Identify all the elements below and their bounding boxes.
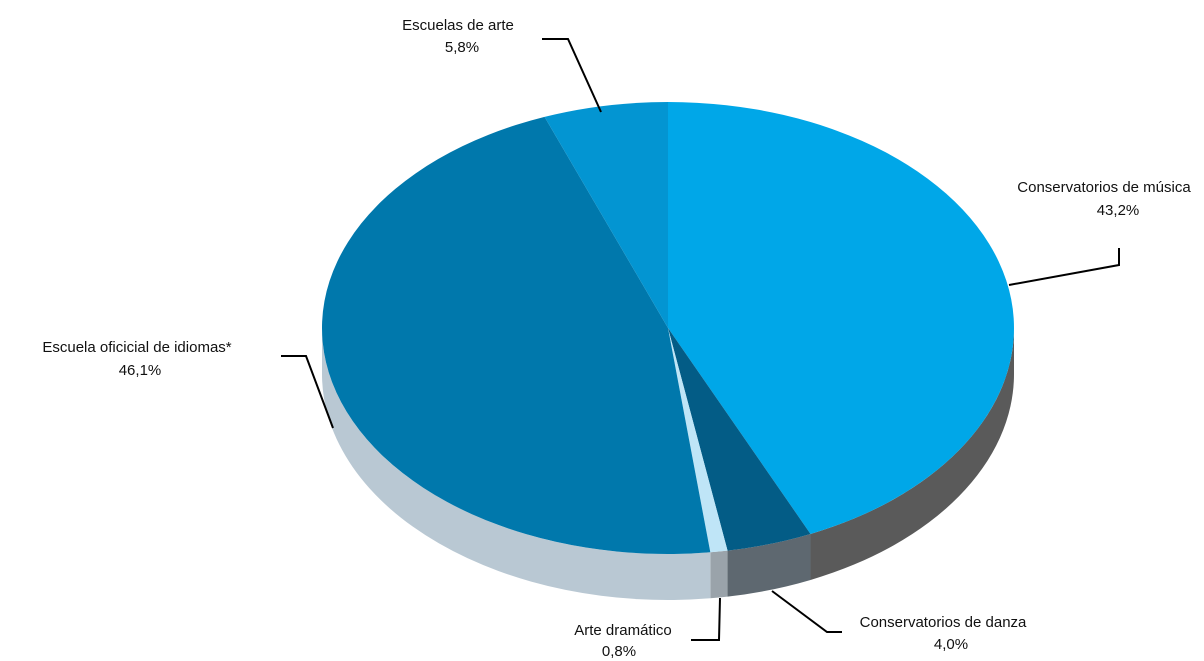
label-escuela-idiomas: Escuela oficicial de idiomas* [42,339,231,356]
slice-side-arte-dramatico [710,550,728,599]
value-escuela-idiomas: 46,1% [119,362,162,379]
slice-arte-dramatico [668,328,728,553]
value-conservatorios-musica: 43,2% [1097,202,1140,219]
label-conservatorios-danza: Conservatorios de danza [860,614,1027,631]
leader-line-escuela-idiomas [281,355,334,429]
slice-side-conservatorios-de-danza [727,533,811,597]
leader-line-arte-dramatico [691,597,721,641]
value-escuelas-de-arte: 5,8% [445,39,479,56]
label-escuelas-de-arte: Escuelas de arte [402,17,514,34]
slice-side-escuela-oficicial-de-idiomas [322,328,711,600]
leader-line-conservatorios-danza [771,590,842,633]
leader-line-escuelas-de-arte [542,38,602,113]
slice-conservatorios-de-danza [668,328,811,551]
leader-line-conservatorios-musica [1008,248,1120,286]
pie-sides [322,328,1014,600]
value-conservatorios-danza: 4,0% [934,636,968,653]
slice-side-conservatorios-de-musica [810,328,1014,580]
slice-escuela-oficicial-de-idiomas [322,116,711,555]
label-arte-dramatico: Arte dramático [574,622,672,639]
label-conservatorios-musica: Conservatorios de música [1017,179,1191,196]
value-arte-dramatico: 0,8% [602,643,636,660]
pie-slices [322,102,1014,555]
slice-escuelas-de-arte [544,102,668,328]
slice-conservatorios-de-musica [668,102,1014,534]
